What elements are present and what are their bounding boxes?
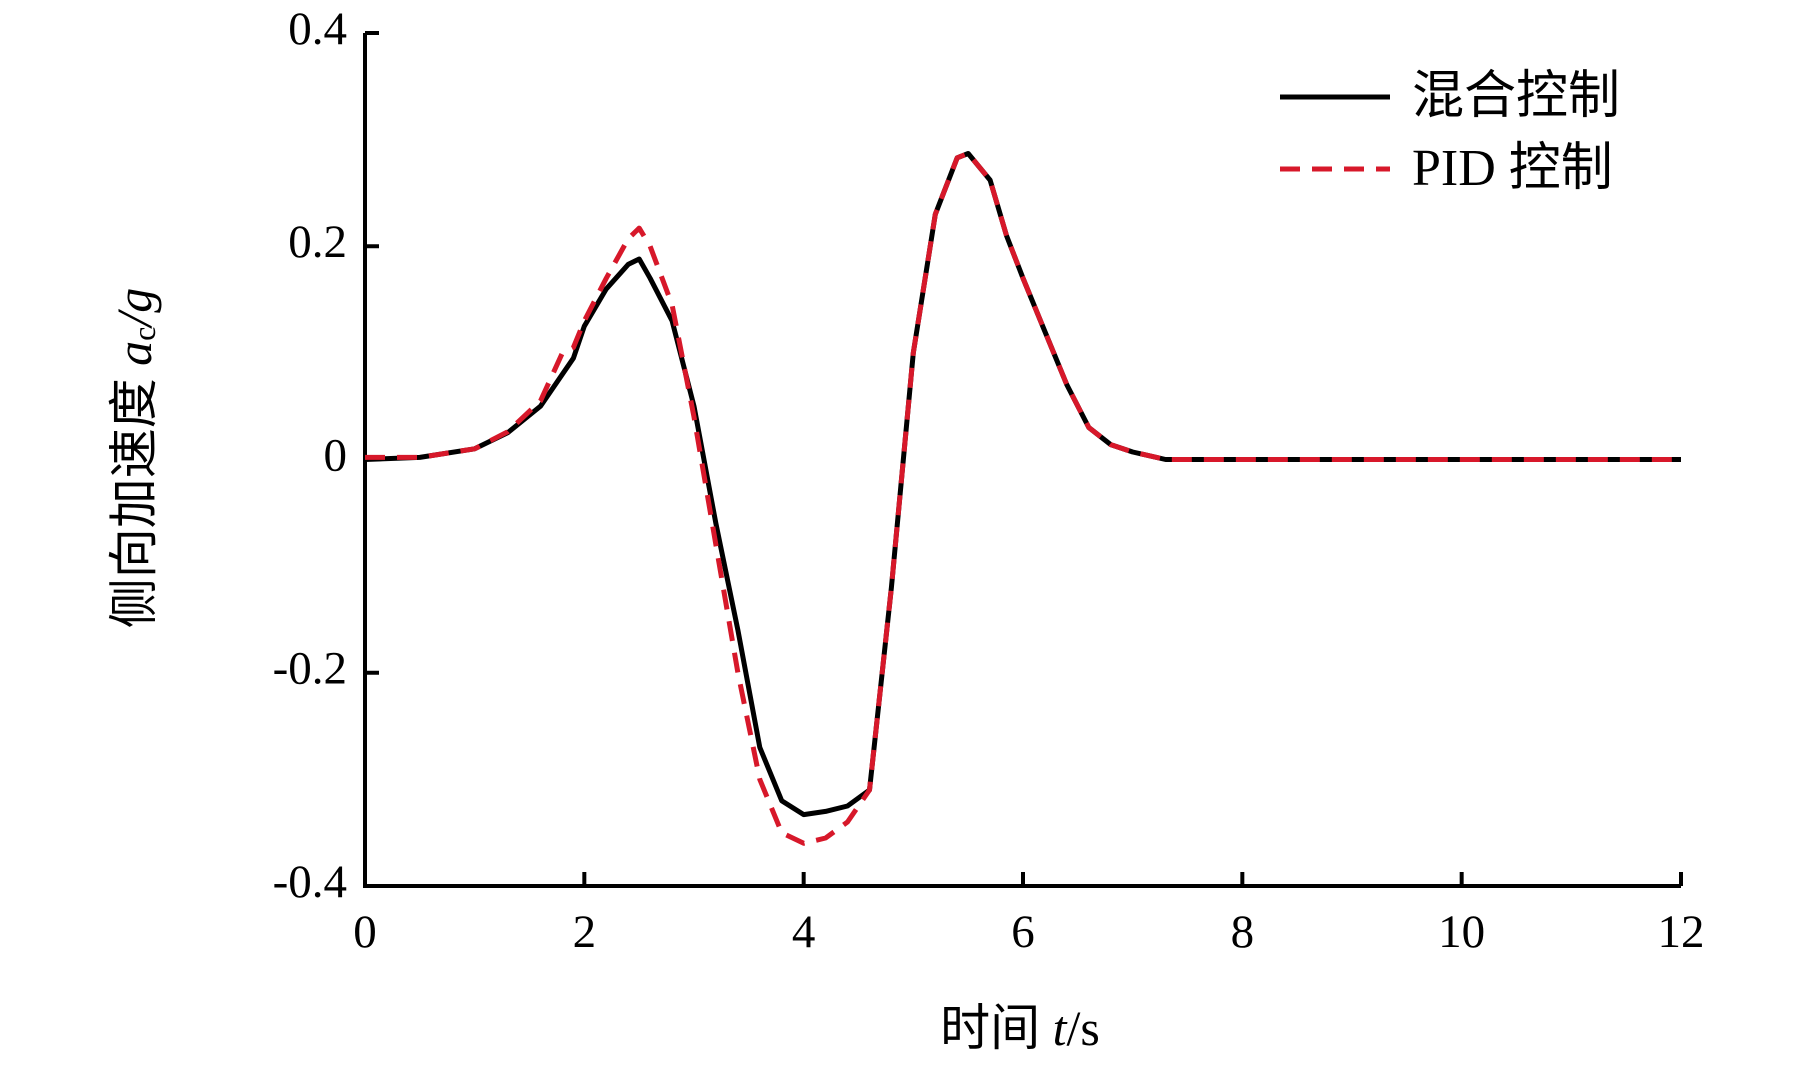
x-tick-label: 10 — [1438, 906, 1485, 958]
x-tick-label: 0 — [353, 906, 377, 958]
x-tick-label: 2 — [573, 906, 597, 958]
x-tick-label: 8 — [1231, 906, 1255, 958]
x-tick-label: 12 — [1658, 906, 1705, 958]
y-axis-unit: /g — [106, 288, 162, 330]
x-axis-symbol: t — [1053, 1000, 1068, 1056]
series-line — [365, 151, 1681, 846]
x-axis-unit: /s — [1067, 1000, 1100, 1056]
y-axis-symbol: a — [106, 341, 162, 366]
y-tick-label: 0 — [324, 429, 348, 481]
legend-label: 混合控制 — [1412, 68, 1620, 125]
legend-label: PID 控制 — [1412, 140, 1613, 197]
x-axis-title: 时间 t/s — [940, 1000, 1100, 1056]
x-tick-label: 6 — [1011, 906, 1035, 958]
series-line — [364, 151, 1681, 818]
x-axis-title-text: 时间 — [940, 1000, 1053, 1056]
y-tick-label: 0.4 — [288, 3, 347, 55]
y-tick-label: 0.2 — [288, 216, 347, 268]
x-tick-label: 4 — [792, 906, 816, 958]
y-axis-title-text: 侧向加速度 — [106, 366, 162, 629]
y-tick-label: -0.2 — [273, 643, 347, 695]
y-tick-label: -0.4 — [273, 856, 347, 908]
y-axis-subscript: c — [126, 327, 162, 341]
y-axis-title: 侧向加速度 ac/g — [106, 288, 162, 629]
